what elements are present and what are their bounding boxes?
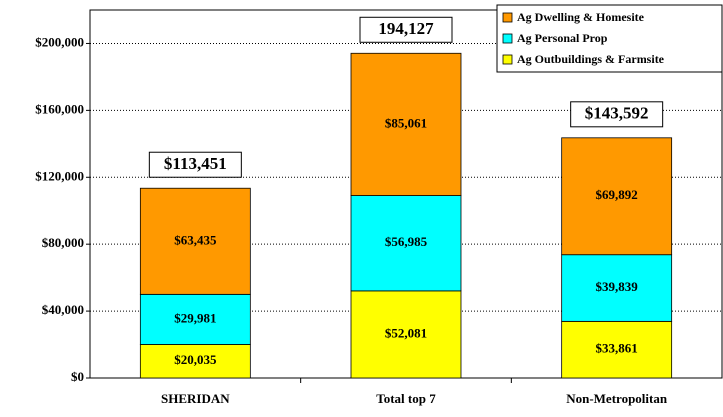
value-label: $56,985 — [385, 234, 428, 249]
x-tick-label: SHERIDAN — [161, 391, 230, 406]
y-tick-label: $0 — [71, 369, 84, 384]
total-label: $113,451 — [164, 154, 227, 173]
y-tick-label: $120,000 — [35, 168, 84, 183]
legend-label: Ag Dwelling & Homesite — [517, 10, 645, 24]
value-label: $39,839 — [596, 279, 639, 294]
total-label: $143,592 — [585, 104, 649, 123]
value-label: $85,061 — [385, 115, 427, 130]
x-tick-label: Total top 7 — [376, 391, 436, 406]
total-box — [148, 151, 242, 178]
legend-swatch — [502, 12, 513, 23]
value-label: $63,435 — [174, 232, 217, 247]
total-box — [570, 101, 664, 128]
legend-label: Ag Outbuildings & Farmsite — [517, 52, 665, 66]
bar-segment — [350, 52, 462, 196]
bar-segment — [350, 290, 462, 379]
bar-segment — [139, 293, 251, 345]
bar-segment — [561, 137, 673, 256]
total-label: 194,127 — [378, 19, 434, 38]
value-label: $52,081 — [385, 325, 427, 340]
bar-segment — [139, 344, 251, 379]
bar-segment — [350, 195, 462, 292]
value-label: $20,035 — [174, 352, 217, 367]
y-tick-label: $40,000 — [42, 302, 84, 317]
bar-segment — [561, 320, 673, 379]
value-label: $33,861 — [596, 341, 638, 356]
legend-swatch — [502, 54, 513, 65]
value-label: $69,892 — [596, 187, 638, 202]
legend-label: Ag Personal Prop — [517, 31, 608, 45]
y-tick-label: $80,000 — [42, 235, 84, 250]
bar-segment — [561, 254, 673, 322]
bar-segment — [139, 187, 251, 295]
legend-box — [496, 4, 723, 73]
total-box — [359, 16, 453, 43]
y-tick-label: $160,000 — [35, 101, 84, 116]
x-tick-label: Non-Metropolitan — [566, 391, 668, 406]
legend-swatch — [502, 33, 513, 44]
y-tick-label: $200,000 — [35, 34, 84, 49]
value-label: $29,981 — [174, 310, 216, 325]
